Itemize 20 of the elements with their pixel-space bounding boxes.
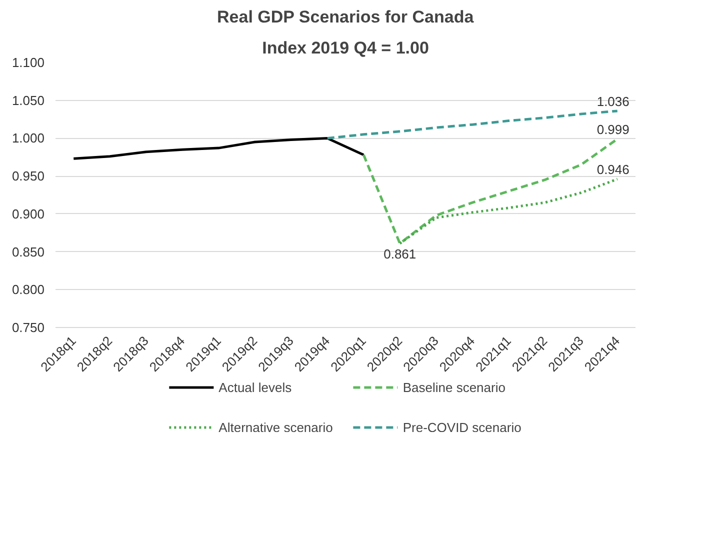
line-series (72, 136, 365, 160)
legend-label: Baseline scenario (402, 381, 506, 394)
y-tick-label: 0.900 (12, 206, 45, 222)
data-label: 0.946 (596, 162, 630, 178)
chart-title: Real GDP Scenarios for Canada (217, 8, 474, 26)
y-tick-label: 0.950 (12, 168, 45, 184)
y-tick-label: 1.050 (12, 92, 45, 108)
y-tick-label: 0.850 (12, 244, 45, 260)
data-label: 0.999 (596, 122, 630, 137)
line-series (398, 178, 619, 245)
legend-label: Alternative scenario (218, 420, 333, 434)
chart-subtitle: Index 2019 Q4 = 1.00 (262, 38, 429, 58)
y-tick-label: 1.100 (12, 55, 45, 70)
data-label: 0.861 (384, 246, 416, 262)
y-tick-label: 0.800 (12, 282, 45, 298)
legend-label: Pre-COVID scenario (402, 420, 522, 434)
y-tick-label: 0.750 (12, 320, 45, 335)
data-label: 1.036 (596, 94, 630, 109)
legend-label: Actual levels (218, 381, 292, 394)
y-tick-label: 1.000 (12, 130, 45, 146)
